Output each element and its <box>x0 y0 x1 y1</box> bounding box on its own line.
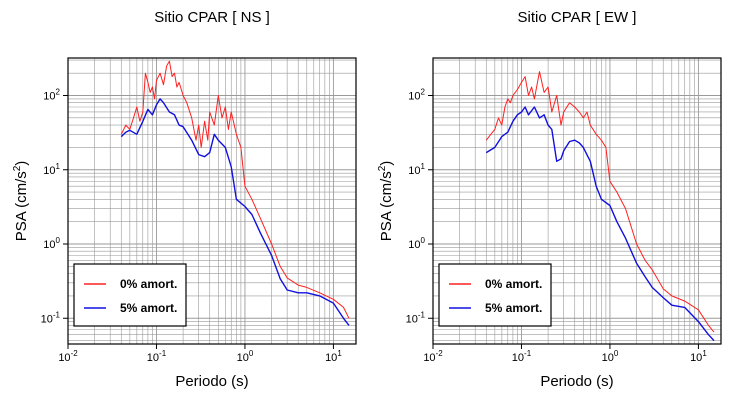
x-tick-exponent: -2 <box>71 349 79 358</box>
series-line-undamped <box>120 60 350 319</box>
x-tick-base: 10 <box>690 352 702 364</box>
x-tick-base: 10 <box>147 352 159 364</box>
x-tick-exponent: 1 <box>702 349 707 358</box>
x-tick-base: 10 <box>58 352 70 364</box>
y-axis-label-tail: ) <box>13 161 30 166</box>
legend: 0% amort. 5% amort. <box>438 263 552 327</box>
legend-box <box>73 263 187 327</box>
y-tick-exponent: 2 <box>421 88 426 97</box>
y-tick-base: 10 <box>43 239 55 251</box>
x-tick-base: 10 <box>602 352 614 364</box>
x-tick-base: 10 <box>237 352 249 364</box>
legend-label-damped: 5% amort. <box>485 301 542 315</box>
plot-frame <box>67 57 357 345</box>
chart-title: Sitio CPAR [ EW ] <box>518 9 637 26</box>
y-tick-base: 10 <box>41 313 53 325</box>
legend-label-undamped: 0% amort. <box>120 277 177 291</box>
y-axis-label: PSA (cm/s2) <box>377 161 395 242</box>
y-tick-exponent: 1 <box>56 162 61 171</box>
x-tick-label: 101 <box>690 349 707 364</box>
grid <box>67 58 356 344</box>
y-tick-label: 101 <box>408 162 425 177</box>
x-tick-exponent: 0 <box>249 349 254 358</box>
y-axis-label-tail: ) <box>378 161 395 166</box>
y-axis-label-main: PSA (cm/s <box>378 171 395 241</box>
x-tick-label: 100 <box>602 349 619 364</box>
legend-label-undamped: 0% amort. <box>485 277 542 291</box>
y-tick-exponent: 1 <box>421 162 426 171</box>
y-tick-base: 10 <box>408 91 420 103</box>
series-line-undamped <box>485 71 715 333</box>
y-tick-label: 100 <box>43 236 60 251</box>
series-line-damped <box>485 106 715 342</box>
y-axis-label-superscript: 2 <box>12 165 23 171</box>
y-tick-label: 10-1 <box>41 310 61 325</box>
y-tick-label: 100 <box>408 236 425 251</box>
x-axis-label: Periodo (s) <box>540 373 613 390</box>
y-tick-label: 10-1 <box>406 310 426 325</box>
x-tick-label: 10-1 <box>512 349 532 364</box>
x-tick-exponent: 1 <box>337 349 342 358</box>
y-tick-exponent: -1 <box>53 310 61 319</box>
chart-title: Sitio CPAR [ NS ] <box>154 9 270 26</box>
y-tick-exponent: 2 <box>56 88 61 97</box>
x-tick-base: 10 <box>325 352 337 364</box>
legend: 0% amort. 5% amort. <box>73 263 187 327</box>
x-tick-label: 10-2 <box>58 349 78 364</box>
x-tick-label: 100 <box>237 349 254 364</box>
y-axis-label-superscript: 2 <box>377 165 388 171</box>
y-tick-exponent: 0 <box>421 236 426 245</box>
legend-label-damped: 5% amort. <box>120 301 177 315</box>
y-tick-base: 10 <box>43 91 55 103</box>
y-axis-label: PSA (cm/s2) <box>12 161 30 242</box>
y-tick-label: 101 <box>43 162 60 177</box>
y-tick-base: 10 <box>408 239 420 251</box>
x-tick-label: 10-1 <box>147 349 167 364</box>
plot-frame <box>432 57 722 345</box>
x-tick-base: 10 <box>512 352 524 364</box>
y-tick-exponent: 0 <box>56 236 61 245</box>
y-tick-exponent: -1 <box>418 310 426 319</box>
x-tick-exponent: -1 <box>159 349 167 358</box>
y-tick-base: 10 <box>406 313 418 325</box>
x-tick-exponent: -1 <box>524 349 532 358</box>
y-tick-base: 10 <box>408 165 420 177</box>
y-tick-label: 102 <box>408 88 425 103</box>
x-tick-label: 101 <box>325 349 342 364</box>
x-tick-label: 10-2 <box>423 349 443 364</box>
x-tick-exponent: 0 <box>614 349 619 358</box>
x-tick-exponent: -2 <box>436 349 444 358</box>
x-tick-base: 10 <box>423 352 435 364</box>
legend-box <box>438 263 552 327</box>
x-axis-label: Periodo (s) <box>175 373 248 390</box>
series-line-damped <box>120 98 350 326</box>
y-tick-base: 10 <box>43 165 55 177</box>
y-axis-label-main: PSA (cm/s <box>13 171 30 241</box>
y-tick-label: 102 <box>43 88 60 103</box>
